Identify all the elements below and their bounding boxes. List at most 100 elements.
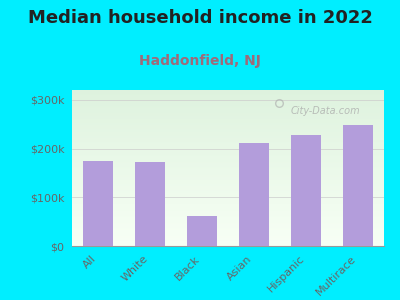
Bar xyxy=(72,93,384,94)
Bar xyxy=(72,177,384,178)
Bar xyxy=(72,165,384,167)
Bar xyxy=(72,161,384,163)
Bar xyxy=(72,211,384,212)
Bar xyxy=(72,237,384,238)
Bar xyxy=(72,242,384,243)
Bar xyxy=(72,100,384,102)
Bar xyxy=(72,136,384,137)
Bar xyxy=(72,232,384,233)
Bar xyxy=(72,91,384,93)
Bar xyxy=(72,182,384,184)
Bar xyxy=(72,90,384,91)
Bar xyxy=(72,168,384,169)
Bar xyxy=(72,195,384,196)
Bar xyxy=(72,143,384,145)
Bar xyxy=(72,145,384,146)
Bar xyxy=(72,112,384,113)
Bar xyxy=(72,245,384,246)
Bar xyxy=(72,102,384,103)
Bar xyxy=(72,163,384,164)
Bar xyxy=(72,146,384,147)
Bar xyxy=(72,210,384,211)
Bar xyxy=(72,185,384,186)
Bar xyxy=(72,208,384,210)
Bar xyxy=(72,126,384,128)
Bar xyxy=(72,160,384,161)
Bar xyxy=(72,158,384,159)
Bar xyxy=(72,129,384,130)
Bar xyxy=(72,128,384,129)
Bar xyxy=(72,155,384,156)
Bar xyxy=(72,121,384,122)
Bar xyxy=(72,98,384,99)
Bar xyxy=(72,171,384,172)
Bar xyxy=(72,234,384,236)
Bar xyxy=(72,194,384,195)
Bar xyxy=(72,116,384,117)
Bar xyxy=(72,172,384,173)
Bar xyxy=(72,107,384,108)
Bar xyxy=(72,140,384,141)
Bar xyxy=(72,122,384,124)
Bar xyxy=(72,95,384,97)
Bar xyxy=(72,230,384,232)
Bar xyxy=(72,236,384,237)
Bar xyxy=(72,218,384,219)
Bar xyxy=(72,117,384,119)
Bar xyxy=(72,206,384,207)
Bar xyxy=(72,124,384,125)
Bar xyxy=(72,243,384,245)
Bar xyxy=(72,94,384,95)
Bar xyxy=(72,156,384,158)
Bar xyxy=(72,108,384,110)
Bar xyxy=(72,138,384,140)
Bar xyxy=(72,216,384,218)
Bar xyxy=(72,198,384,199)
Bar xyxy=(72,104,384,106)
Bar xyxy=(72,221,384,223)
Bar xyxy=(72,97,384,98)
Bar xyxy=(72,184,384,185)
Bar xyxy=(72,233,384,234)
Bar xyxy=(72,111,384,112)
Bar xyxy=(72,241,384,242)
Bar xyxy=(187,216,217,246)
Bar xyxy=(72,225,384,226)
Bar xyxy=(72,189,384,190)
Bar xyxy=(72,106,384,107)
Bar xyxy=(72,207,384,208)
Bar xyxy=(72,175,384,176)
Bar xyxy=(72,147,384,148)
Bar xyxy=(72,219,384,220)
Bar xyxy=(72,180,384,181)
Bar xyxy=(72,150,384,151)
Bar xyxy=(72,125,384,126)
Bar xyxy=(72,193,384,194)
Bar xyxy=(83,161,113,246)
Bar xyxy=(72,176,384,177)
Bar xyxy=(72,178,384,180)
Bar xyxy=(343,125,373,246)
Bar xyxy=(72,200,384,202)
Bar xyxy=(72,199,384,200)
Bar xyxy=(72,103,384,104)
Bar xyxy=(72,167,384,168)
Bar xyxy=(72,191,384,193)
Bar xyxy=(72,118,384,120)
Bar xyxy=(72,190,384,191)
Bar xyxy=(72,214,384,215)
Bar xyxy=(72,173,384,175)
Bar xyxy=(239,142,269,246)
Bar xyxy=(72,224,384,225)
Bar xyxy=(72,181,384,182)
Bar xyxy=(72,188,384,189)
Bar xyxy=(72,134,384,136)
Bar xyxy=(72,148,384,150)
Bar xyxy=(72,130,384,132)
Bar xyxy=(72,220,384,221)
Bar xyxy=(72,137,384,138)
Bar xyxy=(72,186,384,188)
Bar xyxy=(72,99,384,100)
Bar xyxy=(72,115,384,116)
Bar xyxy=(72,132,384,133)
